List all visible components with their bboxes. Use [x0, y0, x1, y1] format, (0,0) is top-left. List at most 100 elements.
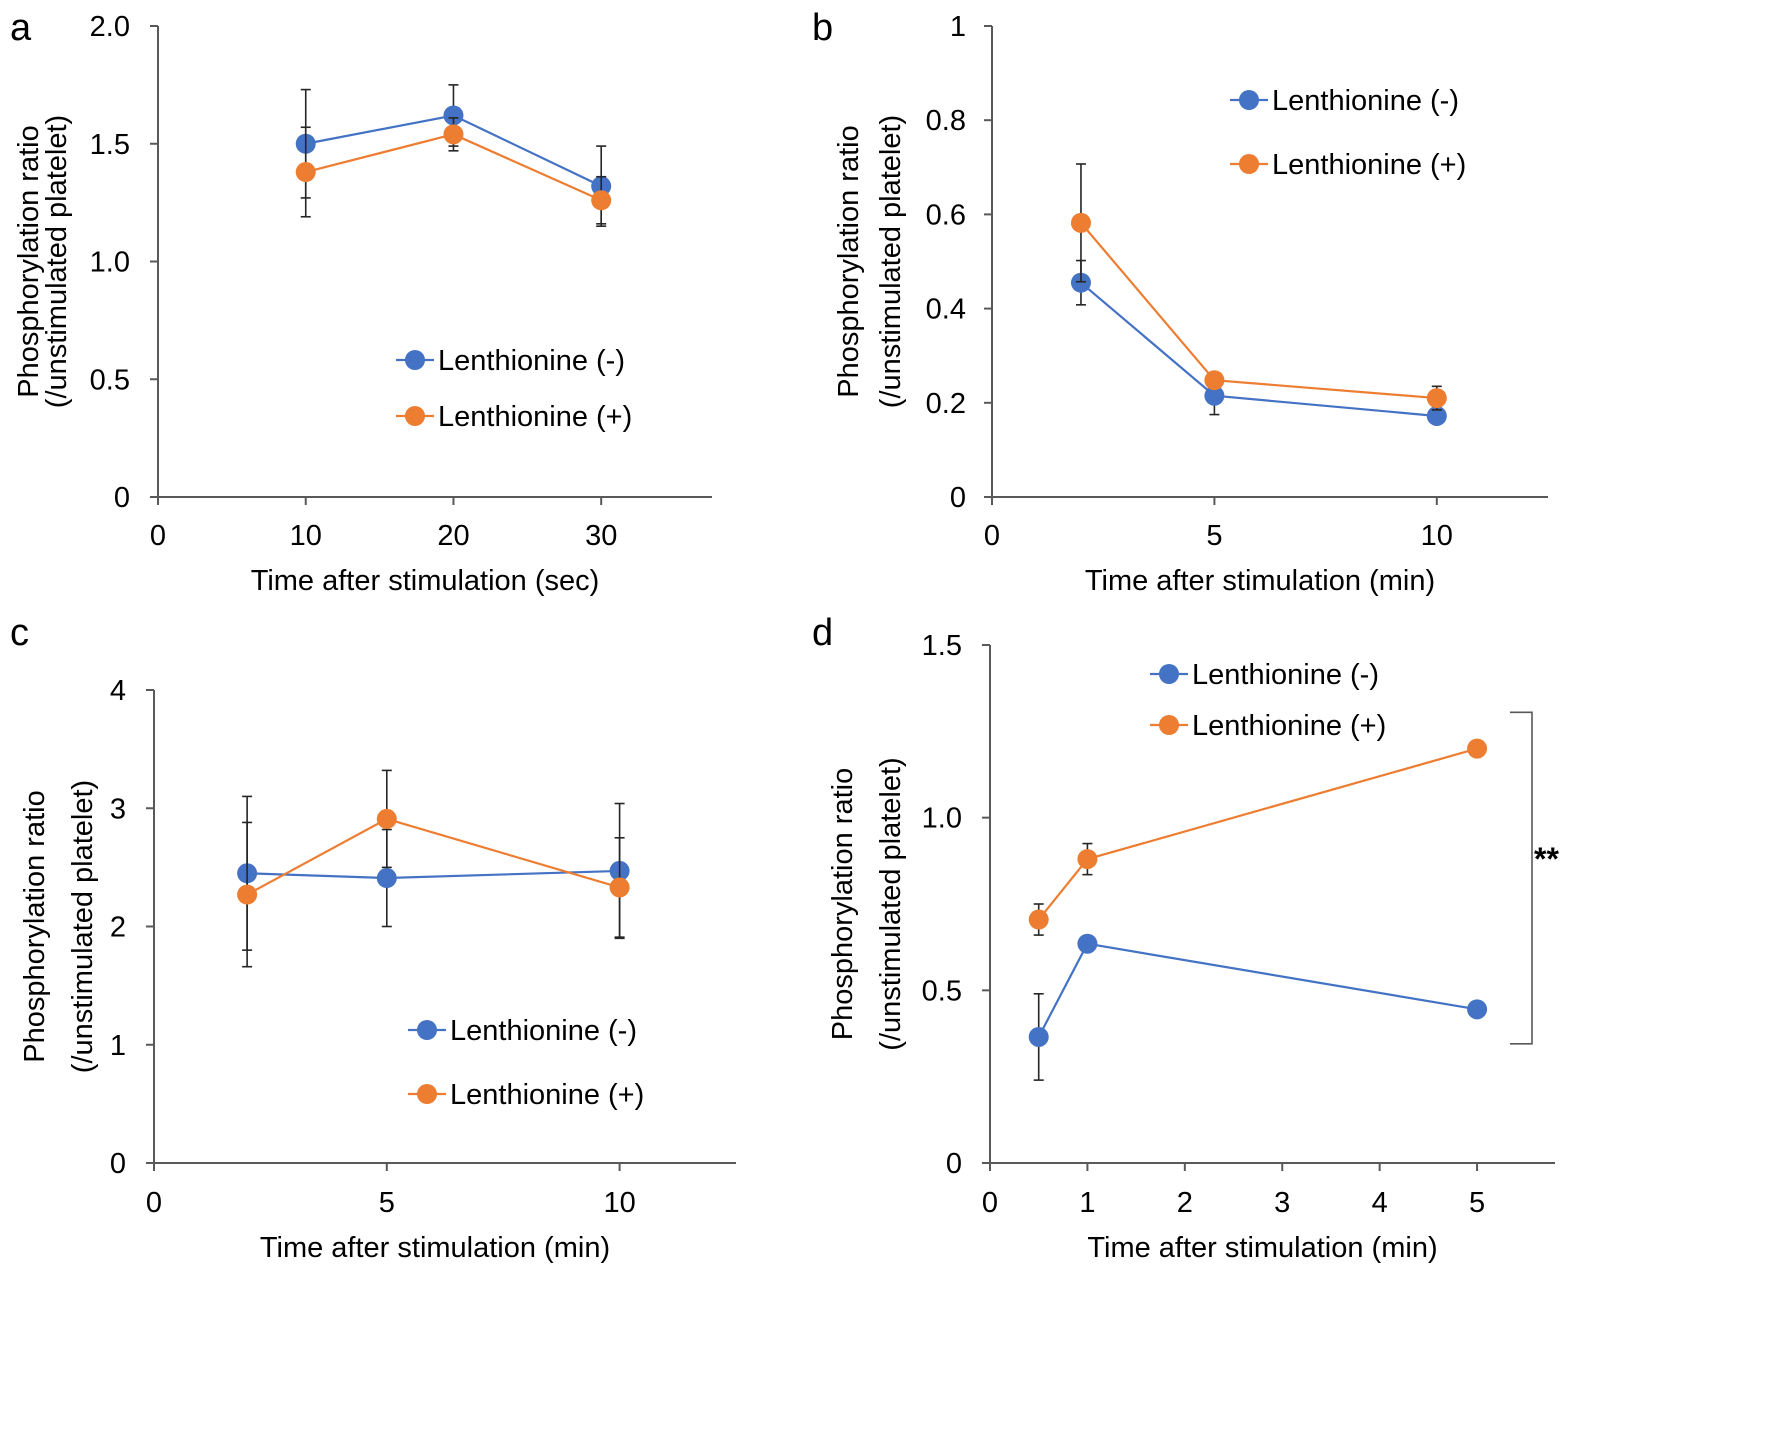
significance-marker: ** — [1534, 841, 1559, 877]
data-point — [1028, 909, 1049, 930]
panel-d: d 0 0.5 1.0 1.5 0 1 2 3 4 5 Phosphorylation ratio (/… — [812, 612, 1559, 1264]
x-tick-label: 5 — [379, 1187, 395, 1219]
y-tick-label: 0.5 — [90, 364, 130, 396]
legend-label: Lenthionine (+) — [1272, 149, 1466, 181]
data-point — [591, 190, 612, 211]
legend-marker — [1159, 715, 1179, 735]
data-point — [1070, 272, 1091, 293]
panel-letter: d — [812, 612, 833, 654]
panel-letter: c — [10, 612, 29, 654]
y-tick-label: 0.4 — [926, 294, 966, 326]
y-axis-title-line2: (/unstimulated platelet) — [67, 780, 99, 1073]
y-tick-label: 1.5 — [90, 129, 130, 161]
y-tick-label: 2.0 — [90, 11, 130, 43]
data-point — [376, 868, 397, 889]
legend-marker — [1239, 154, 1259, 174]
y-tick-label: 1 — [110, 1030, 126, 1062]
panel-letter: b — [812, 7, 833, 49]
y-tick-label: 3 — [110, 793, 126, 825]
data-point — [1077, 933, 1098, 954]
significance-bracket — [1510, 711, 1533, 1045]
y-axis-title-line2: (/unstimulated platelet) — [875, 115, 907, 408]
data-point — [295, 162, 316, 183]
series-line — [246, 817, 620, 896]
y-tick-label: 0.6 — [926, 199, 966, 231]
legend-label: Lenthionine (-) — [1272, 85, 1459, 117]
y-tick-label: 0 — [114, 482, 130, 514]
legend-marker — [417, 1084, 437, 1104]
data-point — [237, 884, 258, 905]
y-tick-label: 0 — [110, 1148, 126, 1180]
x-tick-label: 30 — [585, 520, 617, 552]
y-tick-label: 0.8 — [926, 105, 966, 137]
data-point — [1426, 405, 1447, 426]
legend-label: Lenthionine (+) — [450, 1079, 644, 1111]
legend-marker — [405, 350, 425, 370]
data-point — [1028, 1026, 1049, 1047]
y-axis-title-line2: (/unstimulated platelet) — [41, 115, 73, 408]
x-axis-title: Time after stimulation (sec) — [251, 565, 600, 597]
x-tick-label: 0 — [150, 520, 166, 552]
x-tick-label: 5 — [1206, 520, 1222, 552]
series-lenthionine-plus — [1070, 163, 1447, 411]
data-point — [1426, 388, 1447, 409]
series-lenthionine-plus — [1028, 738, 1488, 936]
y-tick-label: 0 — [946, 1148, 962, 1180]
y-tick-label: 0.2 — [926, 388, 966, 420]
x-tick-label: 0 — [982, 1187, 998, 1219]
series-line — [1080, 222, 1437, 400]
data-point — [1204, 370, 1225, 391]
x-tick-label: 2 — [1177, 1187, 1193, 1219]
data-point — [1467, 738, 1488, 759]
y-tick-label: 4 — [110, 675, 126, 707]
legend-label: Lenthionine (-) — [1192, 659, 1379, 691]
legend-marker — [405, 406, 425, 426]
panel-letter: a — [10, 7, 32, 49]
y-axis-title-line1: Phosphorylation ratio — [19, 790, 51, 1062]
data-point — [443, 105, 464, 126]
series-lenthionine-minus — [1028, 933, 1488, 1081]
legend: Lenthionine (-) Lenthionine (+) — [396, 345, 632, 433]
legend-label: Lenthionine (+) — [438, 401, 632, 433]
series-lenthionine-plus — [295, 117, 612, 225]
x-tick-label: 3 — [1274, 1187, 1290, 1219]
legend: Lenthionine (-) Lenthionine (+) — [408, 1015, 644, 1111]
x-tick-label: 10 — [603, 1187, 635, 1219]
legend-label: Lenthionine (-) — [438, 345, 625, 377]
y-axis-title-line1: Phosphorylation ratio — [13, 125, 45, 397]
data-point — [1077, 849, 1098, 870]
legend-label: Lenthionine (+) — [1192, 710, 1386, 742]
x-tick-label: 10 — [1421, 520, 1453, 552]
x-tick-label: 0 — [146, 1187, 162, 1219]
data-point — [443, 124, 464, 145]
x-axis-title: Time after stimulation (min) — [260, 1232, 610, 1264]
x-tick-label: 10 — [290, 520, 322, 552]
legend-marker — [1159, 664, 1179, 684]
legend-marker — [1239, 90, 1259, 110]
x-tick-label: 1 — [1079, 1187, 1095, 1219]
legend-label: Lenthionine (-) — [450, 1015, 637, 1047]
legend-marker — [417, 1020, 437, 1040]
series-line — [1037, 942, 1478, 1038]
y-tick-label: 0 — [950, 482, 966, 514]
data-point — [609, 877, 630, 898]
y-tick-label: 1.0 — [90, 247, 130, 279]
data-point — [1467, 999, 1488, 1020]
data-point — [376, 808, 397, 829]
legend: Lenthionine (-) Lenthionine (+) — [1150, 659, 1386, 742]
series-line — [1080, 281, 1437, 418]
y-axis-title-line2: (/unstimulated platelet) — [875, 757, 907, 1050]
x-axis-title: Time after stimulation (min) — [1085, 565, 1435, 597]
series-lenthionine-minus — [1070, 259, 1447, 426]
y-axis-title-line1: Phosphorylation ratio — [833, 125, 865, 397]
y-axis-title-line1: Phosphorylation ratio — [827, 768, 859, 1040]
x-axis-title: Time after stimulation (min) — [1087, 1232, 1437, 1264]
data-point — [1070, 212, 1091, 233]
y-tick-label: 1.5 — [922, 630, 962, 662]
panel-a: a 0 0.5 1.0 1.5 2.0 0 10 20 30 Phosphorylation rat… — [10, 7, 712, 597]
x-tick-label: 0 — [984, 520, 1000, 552]
y-tick-label: 1 — [950, 11, 966, 43]
series-line — [1037, 747, 1478, 921]
